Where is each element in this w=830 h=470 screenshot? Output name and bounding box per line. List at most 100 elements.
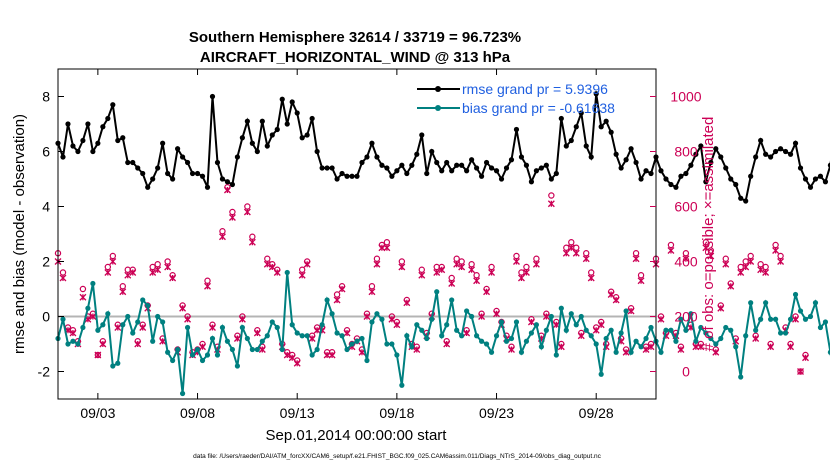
obs-assimilated-point [438, 266, 446, 274]
obs-assimilated-point [413, 346, 421, 353]
obs-assimilated-point [458, 263, 466, 271]
obs-possible-point [373, 255, 381, 262]
bias-point [503, 338, 510, 344]
obs-assimilated-point [522, 269, 530, 276]
obs-assimilated-point [333, 296, 341, 304]
y-tick-label-right: 1000 [670, 89, 701, 105]
rmse-point [553, 170, 559, 177]
obs-assimilated-point [587, 274, 595, 282]
rmse-point [498, 176, 505, 182]
obs-assimilated-point [298, 271, 306, 279]
obs-assimilated-point [69, 329, 77, 337]
obs-possible-point [548, 192, 555, 199]
bias-point [389, 341, 395, 347]
y-tick-label-right: 400 [674, 254, 698, 270]
bias-point [334, 330, 340, 336]
obs-possible-point [568, 239, 575, 246]
chart-title: Southern Hemisphere 32614 / 33719 = 96.7… [189, 29, 521, 46]
y-tick-label-left: 6 [42, 144, 50, 160]
bias-point [369, 319, 375, 325]
obs-assimilated-point [542, 313, 550, 320]
rmse-point [723, 165, 729, 171]
rmse-point [454, 162, 460, 168]
rmse-point [688, 162, 694, 168]
bias-point [424, 335, 430, 342]
rmse-point [643, 168, 649, 174]
bias-point [528, 330, 535, 336]
rmse-point [115, 137, 121, 144]
obs-assimilated-point [248, 238, 256, 246]
bias-point [344, 346, 350, 353]
rmse-point [548, 176, 554, 182]
bias-point [773, 316, 779, 322]
obs-assimilated-point [473, 277, 481, 285]
bias-point [145, 302, 151, 309]
rmse-point [324, 165, 330, 171]
obs-assimilated-point [59, 274, 67, 282]
bias-point [70, 338, 76, 344]
y-axis-label-right: # of obs: o=possible; ×=assimilated [700, 117, 717, 352]
obs-possible-point [119, 283, 126, 290]
bias-point [543, 327, 549, 333]
bias-point [160, 319, 166, 325]
obs-assimilated-point [388, 315, 396, 323]
bias-point [189, 352, 196, 358]
obs-assimilated-point [577, 332, 585, 340]
obs-assimilated-point [513, 258, 520, 265]
bias-point [518, 349, 525, 355]
obs-assimilated-point [129, 269, 137, 276]
rmse-point [513, 126, 520, 133]
obs-assimilated-point [258, 346, 266, 353]
rmse-point [95, 140, 101, 146]
obs-assimilated-point [463, 329, 471, 337]
obs-assimilated-point [433, 269, 441, 276]
bias-point [304, 333, 310, 339]
obs-possible-point [777, 252, 784, 260]
bias-point [135, 319, 141, 325]
rmse-point [80, 137, 86, 144]
rmse-point [708, 159, 714, 166]
bias-point [434, 289, 440, 295]
bias-point [588, 333, 594, 339]
bias-point [324, 297, 330, 303]
bias-point [718, 335, 724, 342]
obs-assimilated-point [89, 313, 97, 320]
y-tick-label-right: 200 [674, 309, 698, 325]
rmse-point [239, 135, 245, 141]
bias-point [179, 390, 186, 397]
obs-assimilated-point [682, 255, 690, 263]
rmse-point [354, 173, 360, 179]
legend-marker-bias [435, 105, 441, 111]
rmse-point [70, 143, 76, 149]
rmse-point [389, 173, 395, 179]
legend: rmse grand pr = 5.9396 bias grand pr = -… [417, 81, 615, 116]
obs-assimilated-point [707, 252, 715, 260]
y-tick-label-left: 2 [42, 254, 50, 270]
rmse-point [464, 168, 470, 174]
obs-assimilated-point [243, 208, 251, 216]
rmse-point [568, 137, 574, 144]
obs-assimilated-point [403, 299, 411, 307]
bias-point [693, 338, 699, 344]
bias-point [155, 313, 161, 320]
bias-point [85, 305, 91, 311]
bias-point [728, 327, 734, 333]
rmse-point [100, 124, 106, 130]
chart-subtitle: AIRCRAFT_HORIZONTAL_WIND @ 313 hPa [200, 49, 511, 66]
obs-assimilated-point [517, 274, 525, 282]
obs-assimilated-point [164, 263, 172, 271]
obs-assimilated-point [343, 329, 351, 337]
rmse-point [444, 159, 450, 166]
rmse-point [449, 168, 455, 174]
bias-point [743, 333, 749, 339]
rmse-point [508, 157, 515, 163]
bias-point [269, 319, 275, 325]
obs-assimilated-point [283, 351, 291, 359]
obs-possible-point [154, 261, 161, 268]
obs-assimilated-point [273, 269, 281, 276]
rmse-point [658, 168, 664, 174]
obs-assimilated-point [632, 255, 640, 263]
bias-point [658, 349, 664, 355]
obs-possible-point [667, 241, 675, 249]
bias-point [239, 324, 245, 331]
